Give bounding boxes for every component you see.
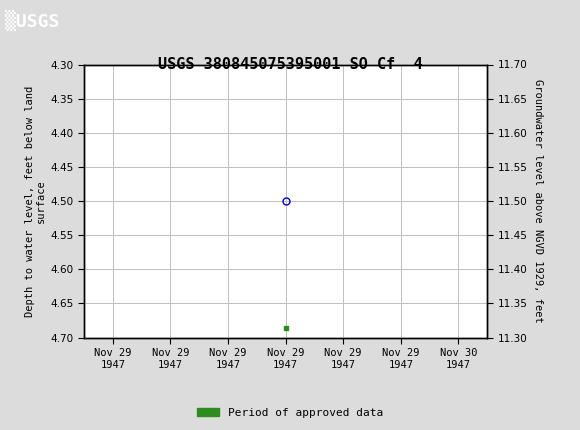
Y-axis label: Groundwater level above NGVD 1929, feet: Groundwater level above NGVD 1929, feet (533, 79, 543, 323)
Y-axis label: Depth to water level, feet below land
surface: Depth to water level, feet below land su… (25, 86, 46, 316)
Text: ▒USGS: ▒USGS (5, 9, 59, 31)
Text: USGS 380845075395001 SO Cf  4: USGS 380845075395001 SO Cf 4 (158, 57, 422, 72)
Legend: Period of approved data: Period of approved data (193, 403, 387, 422)
